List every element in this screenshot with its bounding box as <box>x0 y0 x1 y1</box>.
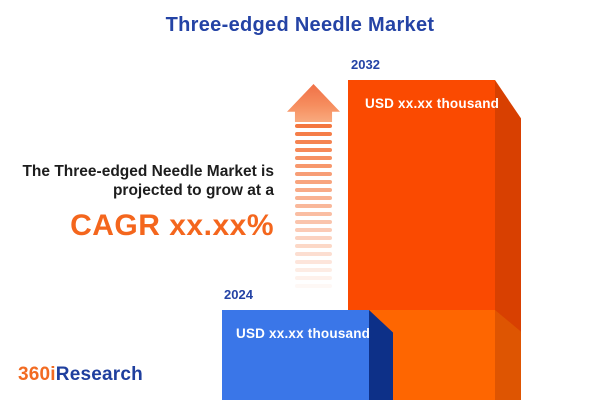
arrow-stripe <box>295 132 332 136</box>
arrow-stripe <box>295 148 332 152</box>
arrow-stripe <box>295 212 332 216</box>
growth-arrow-stripes <box>295 124 332 296</box>
arrow-stripe <box>295 172 332 176</box>
cagr-highlight: CAGR xx.xx% <box>70 208 274 242</box>
brand-logo: 360iResearch <box>18 364 143 386</box>
arrow-stripe <box>295 196 332 200</box>
brand-logo-prefix: 360i <box>18 364 56 385</box>
arrow-stripe <box>295 204 332 208</box>
growth-arrow-icon <box>287 84 340 122</box>
arrow-stripe <box>295 236 332 240</box>
bar-value-2032: USD xx.xx thousand <box>365 96 500 111</box>
page-title: Three-edged Needle Market <box>165 14 435 36</box>
arrow-stripe <box>295 276 332 280</box>
arrow-stripe <box>295 156 332 160</box>
arrow-stripe <box>295 284 332 288</box>
arrow-stripe <box>295 220 332 224</box>
year-label-2032: 2032 <box>351 57 380 72</box>
bar-2024-face <box>222 310 369 400</box>
arrow-stripe <box>295 228 332 232</box>
arrow-stripe <box>295 188 332 192</box>
description-block: The Three-edged Needle Market is project… <box>0 163 274 243</box>
arrow-stripe <box>295 244 332 248</box>
arrow-stripe <box>295 164 332 168</box>
bar-value-2024: USD xx.xx thousand <box>236 326 371 341</box>
arrow-stripe <box>295 252 332 256</box>
arrow-stripe <box>295 124 332 128</box>
description-line-1: The Three-edged Needle Market is <box>22 163 274 180</box>
arrow-stripe <box>295 180 332 184</box>
description-line-2: projected to grow at a <box>112 181 274 199</box>
arrow-stripe <box>295 268 332 272</box>
year-label-2024: 2024 <box>224 287 253 302</box>
arrow-stripe <box>295 140 332 144</box>
arrow-stripe <box>295 260 332 264</box>
brand-logo-suffix: Research <box>55 364 143 385</box>
